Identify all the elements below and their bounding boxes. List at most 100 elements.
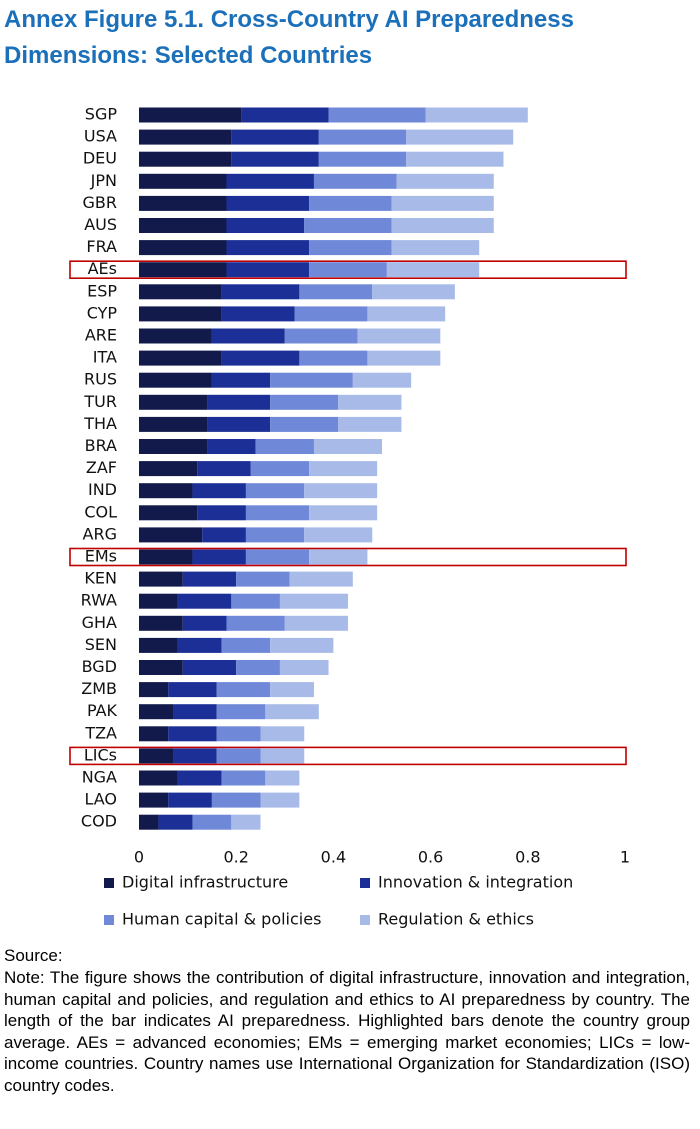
bar-segment: [139, 792, 169, 808]
bar-segment: [284, 328, 358, 344]
bar-segment: [182, 615, 227, 631]
bar-segment: [289, 571, 353, 587]
category-label: USA: [84, 127, 117, 146]
bar-segment: [260, 792, 300, 808]
bar-segment: [173, 704, 217, 720]
category-label: SEN: [85, 635, 117, 654]
category-label: COL: [84, 502, 117, 521]
category-label: ITA: [93, 348, 117, 367]
bar-segment: [177, 637, 222, 653]
bar-segment: [139, 394, 208, 410]
bar-segment: [260, 748, 305, 764]
bar-segment: [391, 240, 480, 256]
x-tick-label: 0: [134, 848, 144, 867]
bar-segment: [231, 129, 319, 145]
bar-segment: [139, 748, 174, 764]
bar-segment: [231, 814, 261, 830]
legend-label: Human capital & policies: [122, 910, 321, 929]
bar-segment: [177, 770, 222, 786]
bar-segment: [318, 151, 407, 167]
bar-segment: [226, 240, 310, 256]
category-label: LICs: [84, 745, 117, 764]
bar-segment: [294, 306, 368, 322]
bar-segment: [309, 461, 378, 477]
category-label: SGP: [85, 105, 118, 124]
legend-label: Regulation & ethics: [378, 910, 534, 929]
bar-segment: [309, 262, 387, 278]
bar-segment: [372, 284, 455, 300]
bar-segment: [216, 748, 261, 764]
bar-segment: [318, 129, 407, 145]
bar-segment: [406, 129, 514, 145]
bar-segment: [367, 306, 446, 322]
bar-segment: [158, 814, 193, 830]
bar-segment: [139, 240, 227, 256]
bar-segment: [270, 637, 334, 653]
bar-segment: [304, 218, 392, 233]
bar-segment: [139, 195, 227, 211]
category-label: ZMB: [81, 679, 117, 698]
category-label: DEU: [83, 149, 117, 168]
legend-swatch: [104, 915, 114, 925]
bar-segment: [139, 306, 222, 322]
bar-segment: [207, 416, 271, 432]
category-label: BGD: [82, 657, 117, 676]
bar-segment: [207, 394, 271, 410]
bar-segment: [270, 372, 353, 388]
bar-segment: [139, 814, 159, 830]
bar-segment: [260, 726, 305, 742]
bar-segment: [139, 461, 198, 477]
bar-segment: [197, 461, 251, 477]
bar-segment: [168, 682, 217, 698]
bar-segment: [226, 173, 314, 189]
legend-swatch: [360, 915, 370, 925]
chart: SGP USA DEU JPN GBR AUS FRA AEs ESP CYP ARE ITA RUS T…: [69, 105, 630, 929]
bar-segment: [139, 439, 208, 454]
bar-segment: [221, 637, 271, 653]
bar-segment: [241, 107, 329, 123]
bar-segment: [231, 593, 280, 609]
highlight-box: [69, 547, 627, 567]
x-tick-label: 1: [620, 848, 630, 867]
source: Source:: [4, 946, 63, 965]
category-label: TUR: [83, 392, 117, 411]
bar-segment: [202, 527, 246, 543]
bar-segment: [406, 151, 504, 167]
bar-segment: [139, 770, 178, 786]
bar-segment: [139, 372, 212, 388]
category-label: THA: [83, 414, 117, 433]
bar-segment: [139, 416, 208, 432]
bar-segment: [139, 483, 193, 499]
bar-segment: [338, 416, 402, 432]
bar-segment: [328, 107, 426, 123]
bar-segment: [211, 372, 271, 388]
bar-segment: [139, 637, 178, 653]
bar-segment: [216, 726, 261, 742]
category-label: GHA: [82, 613, 117, 632]
bar-segment: [265, 770, 300, 786]
bar-segment: [211, 792, 261, 808]
bar-segment: [338, 394, 402, 410]
bar-segment: [139, 173, 227, 189]
category-label: PAK: [87, 701, 118, 720]
category-label: TZA: [84, 723, 117, 742]
category-label: AEs: [88, 259, 117, 278]
bar-segment: [265, 704, 319, 720]
bar-segment: [139, 549, 193, 565]
bar-segment: [304, 527, 373, 543]
legend-label: Digital infrastructure: [122, 873, 288, 892]
bar-segment: [299, 350, 368, 366]
bar-segment: [221, 770, 266, 786]
category-label: NGA: [82, 768, 117, 787]
bar-segment: [352, 372, 412, 388]
bar-segment: [309, 549, 368, 565]
bar-segment: [299, 284, 373, 300]
legend-swatch: [104, 878, 114, 888]
bar-segment: [139, 615, 183, 631]
bar-segment: [245, 549, 310, 565]
category-label: ARG: [83, 524, 117, 543]
bar-segment: [226, 262, 310, 278]
category-label: RUS: [84, 370, 117, 389]
category-label: ESP: [87, 281, 117, 300]
bar-segment: [182, 571, 237, 587]
